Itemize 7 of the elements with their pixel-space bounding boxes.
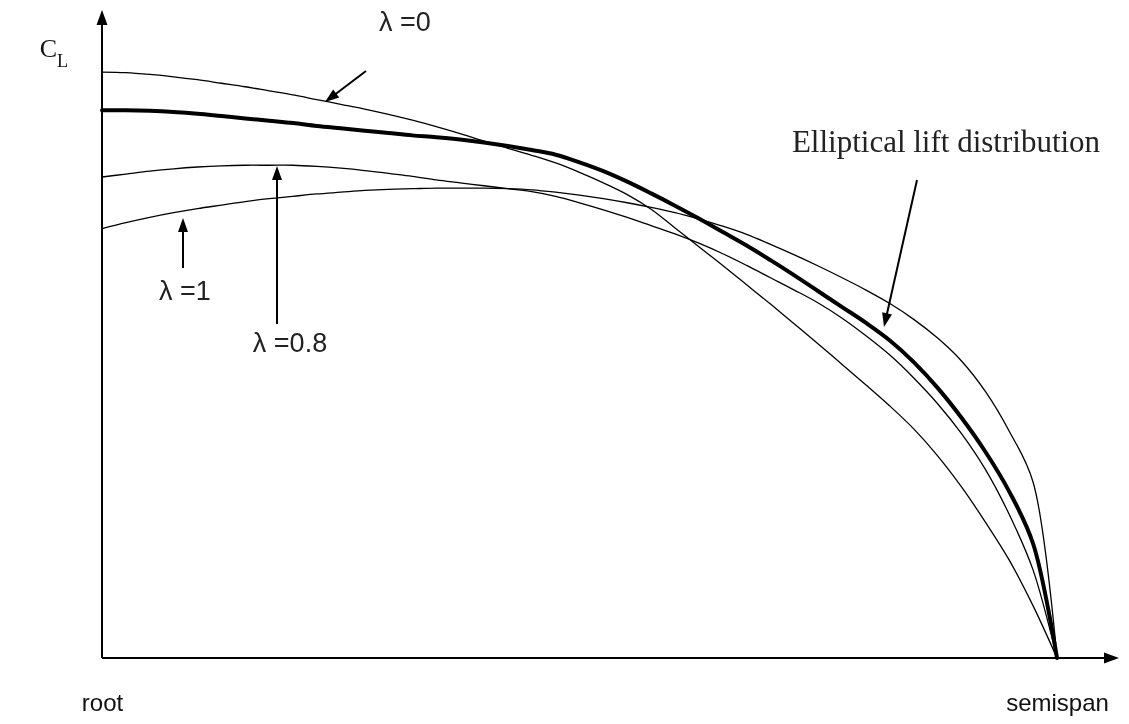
- y-axis-title: C$_{L}$: [39, 34, 69, 71]
- x-tick-label: semispan: [1006, 689, 1109, 717]
- annotation: λ =0.8: [252, 328, 328, 359]
- annotation: Elliptical lift distribution: [791, 123, 1101, 159]
- annotation: λ =1: [159, 276, 211, 307]
- x-tick-label: root: [81, 689, 124, 717]
- text: λ =0: [379, 7, 431, 38]
